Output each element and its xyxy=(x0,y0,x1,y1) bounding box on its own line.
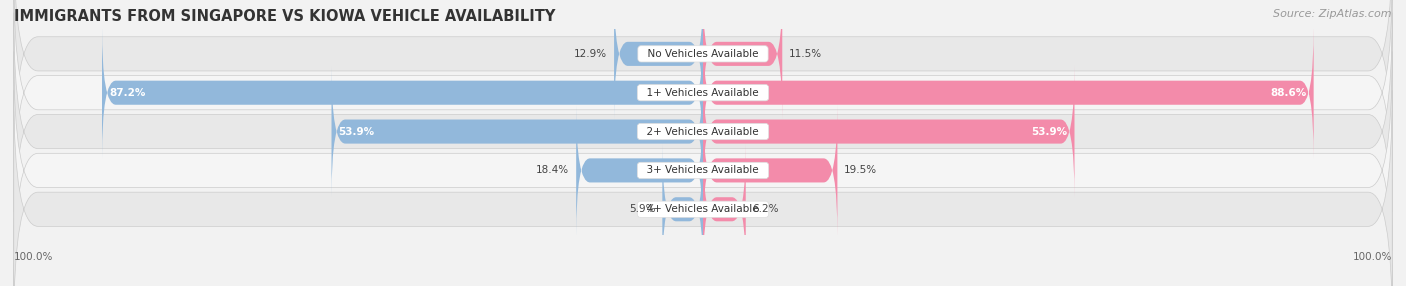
Text: 88.6%: 88.6% xyxy=(1271,88,1306,98)
FancyBboxPatch shape xyxy=(576,105,703,236)
Text: No Vehicles Available: No Vehicles Available xyxy=(641,49,765,59)
FancyBboxPatch shape xyxy=(614,0,703,120)
FancyBboxPatch shape xyxy=(14,51,1392,286)
FancyBboxPatch shape xyxy=(703,144,745,275)
Text: 53.9%: 53.9% xyxy=(1032,127,1067,136)
Text: 18.4%: 18.4% xyxy=(536,165,569,175)
Text: 11.5%: 11.5% xyxy=(789,49,823,59)
Text: 53.9%: 53.9% xyxy=(339,127,374,136)
Text: 100.0%: 100.0% xyxy=(1353,252,1392,262)
Text: 1+ Vehicles Available: 1+ Vehicles Available xyxy=(641,88,765,98)
Text: 19.5%: 19.5% xyxy=(844,165,877,175)
FancyBboxPatch shape xyxy=(103,27,703,158)
FancyBboxPatch shape xyxy=(332,66,703,197)
Text: IMMIGRANTS FROM SINGAPORE VS KIOWA VEHICLE AVAILABILITY: IMMIGRANTS FROM SINGAPORE VS KIOWA VEHIC… xyxy=(14,9,555,23)
FancyBboxPatch shape xyxy=(14,90,1392,286)
FancyBboxPatch shape xyxy=(14,13,1392,251)
FancyBboxPatch shape xyxy=(662,144,703,275)
FancyBboxPatch shape xyxy=(703,105,838,236)
Text: 4+ Vehicles Available: 4+ Vehicles Available xyxy=(641,204,765,214)
FancyBboxPatch shape xyxy=(703,0,782,120)
Text: 3+ Vehicles Available: 3+ Vehicles Available xyxy=(641,165,765,175)
Text: 87.2%: 87.2% xyxy=(108,88,145,98)
Text: 100.0%: 100.0% xyxy=(14,252,53,262)
Text: 5.9%: 5.9% xyxy=(628,204,655,214)
Text: 2+ Vehicles Available: 2+ Vehicles Available xyxy=(641,127,765,136)
Text: 6.2%: 6.2% xyxy=(752,204,779,214)
FancyBboxPatch shape xyxy=(14,0,1392,173)
FancyBboxPatch shape xyxy=(703,27,1313,158)
FancyBboxPatch shape xyxy=(14,0,1392,212)
Text: 12.9%: 12.9% xyxy=(574,49,607,59)
FancyBboxPatch shape xyxy=(703,66,1074,197)
Text: Source: ZipAtlas.com: Source: ZipAtlas.com xyxy=(1274,9,1392,19)
Legend: Immigrants from Singapore, Kiowa: Immigrants from Singapore, Kiowa xyxy=(585,285,821,286)
